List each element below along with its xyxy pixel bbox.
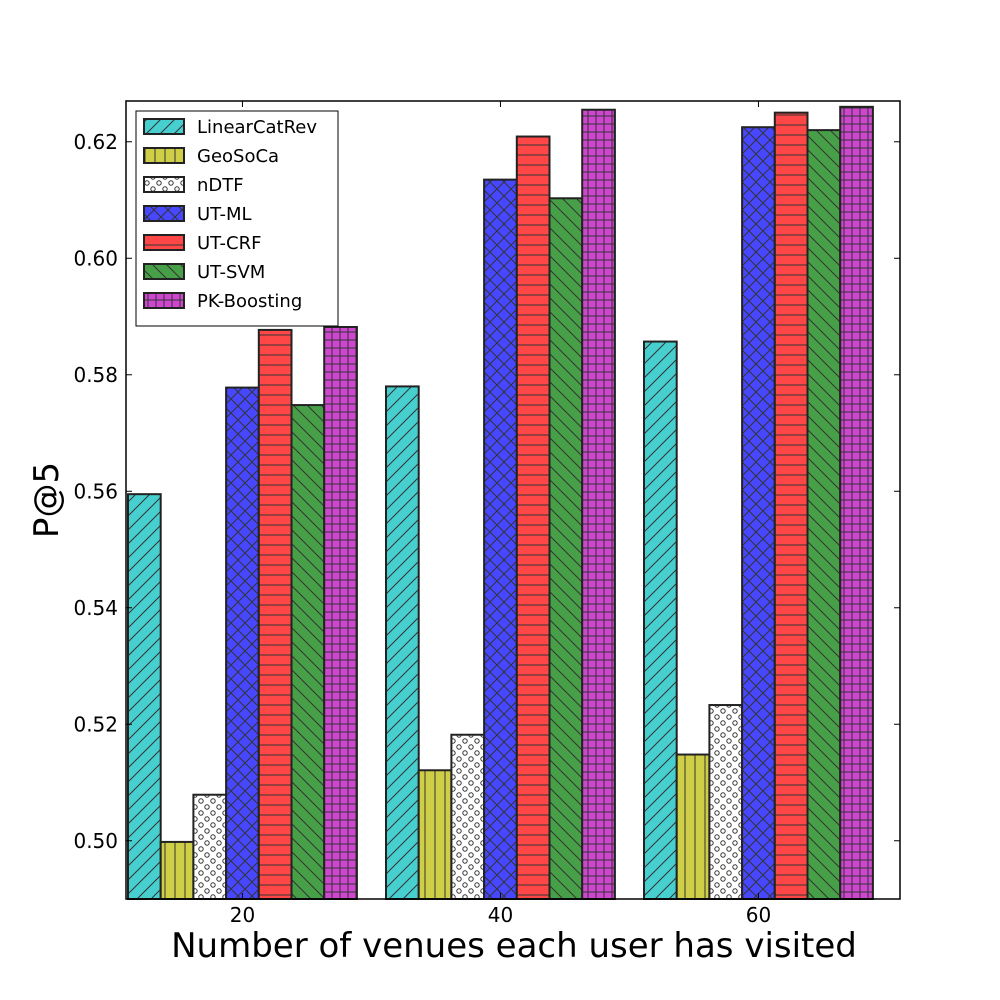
bar-linearcatrev-20 xyxy=(127,493,162,900)
x-tick-label: 40 xyxy=(488,903,513,927)
y-tick-label: 0.54 xyxy=(73,596,118,620)
bar-ndtf-60 xyxy=(708,704,744,900)
legend-label: UT-CRF xyxy=(197,233,261,254)
y-tick-label: 0.60 xyxy=(73,246,118,270)
bar-ndtf-20 xyxy=(192,793,228,901)
bar-ut-crf-60 xyxy=(773,111,809,900)
bar-pk-boosting-20 xyxy=(323,326,358,900)
bar-ut-ml-60 xyxy=(741,126,776,901)
legend-label: PK-Boosting xyxy=(197,291,302,312)
bar-ut-ml-40 xyxy=(483,178,518,901)
y-tick-label: 0.58 xyxy=(73,363,118,387)
plot-frame xyxy=(125,100,901,900)
legend-entry-linearcatrev: LinearCatRev xyxy=(143,117,317,138)
bar-ut-crf-20 xyxy=(257,328,293,900)
bar-ut-svm-40 xyxy=(548,197,584,900)
bar-geosoca-40 xyxy=(417,769,453,901)
legend-entry-geosoca: GeoSoCa xyxy=(143,146,279,167)
bar-pk-boosting-60 xyxy=(839,105,874,900)
legend-entry-ut-svm: UT-SVM xyxy=(143,262,265,283)
legend-entry-ut-ml: UT-ML xyxy=(143,204,252,225)
y-axis-title: P@5 xyxy=(27,462,67,538)
legend: LinearCatRev GeoSoCa nDTF UT-ML UT-CRF UT-SVM… xyxy=(135,110,339,327)
bar-linearcatrev-40 xyxy=(385,385,420,900)
y-tick-label: 0.56 xyxy=(73,479,118,503)
bar-geosoca-60 xyxy=(675,753,711,901)
bar-ut-ml-20 xyxy=(225,386,260,900)
legend-label: LinearCatRev xyxy=(197,117,317,138)
x-axis-title: Number of venues each user has visited xyxy=(171,926,857,966)
y-tick-label: 0.62 xyxy=(73,130,118,154)
bar-ndtf-40 xyxy=(450,733,486,901)
y-tick-label: 0.52 xyxy=(73,712,118,736)
legend-label: nDTF xyxy=(197,175,244,196)
axes: 0.50 0.52 0.54 0.56 0.58 0.60 0.62 20 40 60 xyxy=(73,100,901,927)
legend-entry-ndtf: nDTF xyxy=(143,175,244,196)
plot-area xyxy=(127,105,874,901)
bar-geosoca-20 xyxy=(159,840,195,901)
legend-entry-pk-boosting: PK-Boosting xyxy=(143,291,302,312)
legend-label: UT-ML xyxy=(197,204,252,225)
bar-ut-crf-40 xyxy=(515,135,551,901)
bar-pk-boosting-40 xyxy=(581,108,616,900)
bar-ut-svm-60 xyxy=(806,129,842,900)
y-tick-label: 0.50 xyxy=(73,829,118,853)
x-tick-label: 60 xyxy=(746,903,771,927)
legend-entry-ut-crf: UT-CRF xyxy=(143,233,261,254)
x-tick-label: 20 xyxy=(230,903,255,927)
bar-linearcatrev-60 xyxy=(643,340,678,901)
legend-label: GeoSoCa xyxy=(197,146,279,167)
bar-ut-svm-20 xyxy=(290,404,326,900)
legend-label: UT-SVM xyxy=(197,262,265,283)
